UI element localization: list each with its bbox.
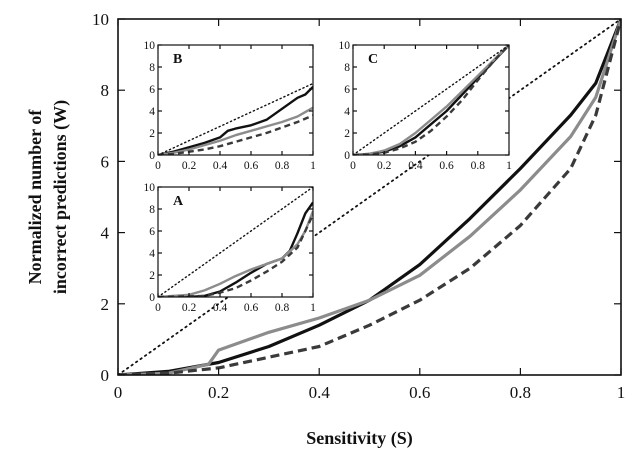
x-tick-label: 0 <box>155 160 161 172</box>
y-tick-label: 8 <box>344 62 350 74</box>
plot-frame <box>157 44 314 156</box>
y-tick-label: 0 <box>344 150 350 162</box>
y-tick-label: 10 <box>144 182 156 194</box>
x-tick-label: 0.2 <box>182 302 197 314</box>
y-tick-label: 8 <box>149 204 155 216</box>
x-tick-label: 0 <box>350 160 356 172</box>
x-tick-label: 0.6 <box>244 302 259 314</box>
y-tick-label: 4 <box>344 106 350 118</box>
x-tick-label: 0.4 <box>309 383 331 402</box>
series-group <box>118 19 621 375</box>
x-tick-label: 0.4 <box>408 160 423 172</box>
x-tick-label: 0.6 <box>409 383 430 402</box>
y-tick-label: 6 <box>149 226 155 238</box>
series-line-solid-gray <box>353 45 509 155</box>
y-tick-label: 6 <box>101 152 110 171</box>
series-line-dashed-dark <box>118 19 621 375</box>
plot-area <box>158 45 313 155</box>
series-group <box>158 187 313 297</box>
y-tick-label: 2 <box>101 295 110 314</box>
series-line-solid-black <box>158 85 313 155</box>
plot-frame <box>352 44 510 156</box>
x-tick-label: 1 <box>506 160 512 172</box>
y-axis-label-line: Normalized number of <box>25 109 45 285</box>
panel-label-A: A <box>173 194 184 209</box>
x-tick-label: 1 <box>617 383 626 402</box>
x-tick-label: 0.2 <box>377 160 392 172</box>
y-tick-label: 6 <box>149 84 155 96</box>
y-tick-label: 2 <box>344 128 350 140</box>
y-tick-label: 4 <box>149 106 155 118</box>
x-tick-label: 0 <box>114 383 123 402</box>
series-group <box>353 45 509 155</box>
y-axis-label-line: incorrect predictions (W) <box>50 100 71 294</box>
series-line-dotted-diagonal <box>118 19 621 375</box>
y-tick-label: 0 <box>101 366 110 385</box>
series-line-dotted-diagonal <box>158 82 313 155</box>
y-tick-label: 10 <box>92 10 109 29</box>
series-line-solid-gray <box>158 106 313 155</box>
x-tick-label: 0.4 <box>213 302 228 314</box>
plot-frame <box>117 18 622 376</box>
y-tick-label: 8 <box>149 62 155 74</box>
y-tick-label: 2 <box>149 128 155 140</box>
x-tick-label: 0.6 <box>244 160 259 172</box>
series-line-dashed-dark <box>158 114 313 155</box>
y-tick-label: 10 <box>339 40 351 52</box>
plot-area <box>158 187 313 297</box>
x-tick-label: 0.2 <box>208 383 229 402</box>
y-tick-label: 0 <box>149 150 155 162</box>
panel-label-B: B <box>173 52 182 67</box>
series-line-dashed-dark <box>353 45 509 155</box>
series-line-dashed-dark <box>158 213 313 297</box>
y-tick-label: 6 <box>344 84 350 96</box>
series-line-dotted-diagonal <box>353 45 509 155</box>
x-tick-label: 0.2 <box>182 160 197 172</box>
x-tick-label: 0.8 <box>471 160 486 172</box>
series-line-solid-gray <box>118 19 621 375</box>
x-axis-label: Sensitivity (S) <box>306 428 413 448</box>
x-tick-label: 0.8 <box>275 160 290 172</box>
y-axis-label: Normalized number of incorrect prediction… <box>25 100 71 294</box>
x-tick-label: 0 <box>155 302 161 314</box>
y-tick-label: 0 <box>149 292 155 304</box>
plot-frame <box>157 186 314 298</box>
x-tick-label: 0.8 <box>510 383 531 402</box>
x-tick-label: 0.6 <box>439 160 454 172</box>
y-tick-label: 8 <box>101 81 110 100</box>
series-group <box>158 82 313 155</box>
y-tick-label: 4 <box>149 248 155 260</box>
x-tick-label: 1 <box>310 302 316 314</box>
x-tick-label: 0.4 <box>213 160 228 172</box>
y-tick-label: 10 <box>144 40 156 52</box>
x-tick-label: 1 <box>310 160 316 172</box>
y-tick-label: 2 <box>149 270 155 282</box>
panel-label-C: C <box>368 52 378 67</box>
x-tick-label: 0.8 <box>275 302 290 314</box>
y-tick-label: 4 <box>101 224 110 243</box>
